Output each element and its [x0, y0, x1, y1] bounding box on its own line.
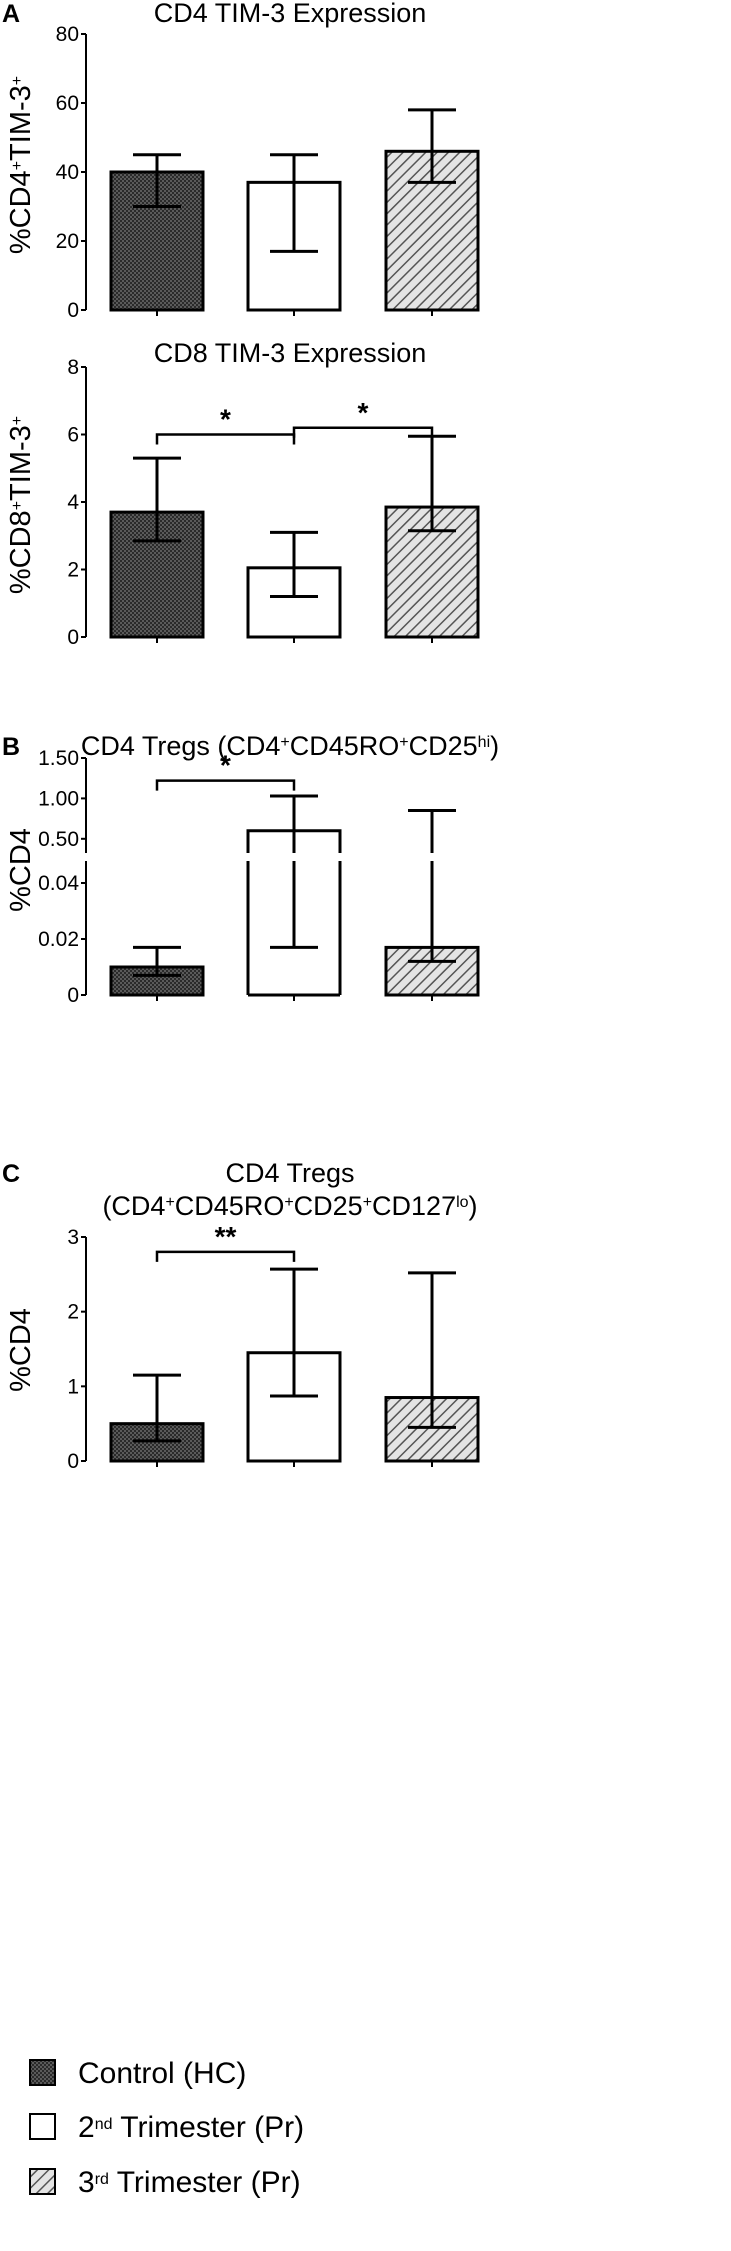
panel-label: A: [2, 0, 20, 28]
significance-bracket: *: [155, 404, 296, 445]
bracket-line: [155, 1250, 296, 1262]
y-axis-label: %CD4: [5, 1308, 37, 1392]
y-tick-label: 4: [67, 491, 79, 514]
bar-outline: [246, 829, 342, 997]
chart-title: CD4 Tregs (CD4+CD45RO+CD25hi): [81, 731, 499, 761]
y-tick-label: 0.02: [38, 928, 79, 951]
error-bar: [408, 108, 456, 184]
bracket-line: [155, 779, 296, 791]
legend-label: 2nd Trimester (Pr): [78, 2111, 304, 2144]
y-tick-label: 60: [56, 92, 79, 115]
error-bar: [408, 1271, 456, 1429]
significance-label: *: [220, 404, 231, 435]
error-bar: [133, 1373, 181, 1443]
legend-label: Control (HC): [78, 2057, 246, 2090]
y-tick-label: 0: [67, 299, 79, 322]
bracket-line: [155, 433, 296, 445]
y-tick-label: 0: [67, 626, 79, 649]
legend-swatch: [29, 2059, 56, 2086]
bracket-line: [292, 426, 434, 438]
y-tick-label: 20: [56, 230, 79, 253]
y-tick-label: 0.50: [38, 828, 79, 851]
y-axis-label: %CD4+TIM-3+: [5, 76, 37, 254]
y-tick-label: 80: [56, 23, 79, 46]
y-tick-label: 8: [67, 356, 79, 379]
y-tick-label: 0: [67, 1450, 79, 1473]
legend-swatch: [29, 2113, 56, 2140]
panel-label: C: [2, 1160, 20, 1188]
y-tick-label: 0: [67, 984, 79, 1007]
chart-panel-0: A CD4 TIM-3 Expression %CD4+TIM-3+ 0 20 40 60 8…: [2, 0, 480, 322]
significance-label: *: [220, 750, 231, 781]
y-tick-label: 1.50: [38, 747, 79, 770]
y-tick-label: 1.00: [38, 787, 79, 810]
legend-label: 3rd Trimester (Pr): [78, 2166, 301, 2199]
significance-bracket: *: [155, 750, 296, 791]
chart-panel-2: B CD4 Tregs (CD4+CD45RO+CD25hi) %CD4 0 0.02 0…: [2, 731, 499, 1007]
chart-title: CD8 TIM-3 Expression: [154, 338, 427, 368]
error-bar: [133, 153, 181, 208]
significance-bracket: *: [292, 397, 434, 438]
significance-bracket: **: [155, 1221, 296, 1262]
legend: Control (HC) 2nd Trimester (Pr) 3rd Trimes…: [29, 2057, 304, 2199]
error-bar: [270, 153, 318, 253]
y-tick-label: 2: [67, 559, 79, 582]
legend-item-1: 2nd Trimester (Pr): [29, 2111, 304, 2144]
y-tick-label: 2: [67, 1301, 79, 1324]
legend-swatch: [29, 2168, 56, 2195]
y-tick-label: 6: [67, 424, 79, 447]
y-tick-label: 40: [56, 161, 79, 184]
significance-label: *: [358, 397, 369, 428]
y-tick-label: 3: [67, 1226, 79, 1249]
y-axis-label: %CD4: [5, 828, 37, 912]
error-bar: [270, 530, 318, 598]
error-bar: [133, 456, 181, 543]
chart-title-line2: (CD4+CD45RO+CD25+CD127lo): [102, 1191, 477, 1221]
significance-label: **: [215, 1221, 237, 1252]
chart-title: CD4 Tregs: [225, 1158, 354, 1188]
error-bar: [133, 945, 181, 977]
panel-label: B: [2, 733, 20, 761]
legend-item-0: Control (HC): [29, 2057, 246, 2090]
legend-item-2: 3rd Trimester (Pr): [29, 2166, 301, 2199]
error-bar: [270, 1267, 318, 1398]
chart-panel-3: C CD4 Tregs(CD4+CD45RO+CD25+CD127lo) %CD4 0…: [2, 1158, 480, 1473]
error-bar: [408, 809, 456, 963]
y-tick-label: 0.04: [38, 872, 79, 895]
y-tick-label: 1: [67, 1375, 79, 1398]
chart-title: CD4 TIM-3 Expression: [154, 0, 427, 28]
error-bar: [270, 794, 318, 949]
y-axis-label: %CD8+TIM-3+: [5, 416, 37, 594]
chart-panel-1: CD8 TIM-3 Expression %CD8+TIM-3+ 0 2 4 6 8 * *: [5, 338, 480, 649]
